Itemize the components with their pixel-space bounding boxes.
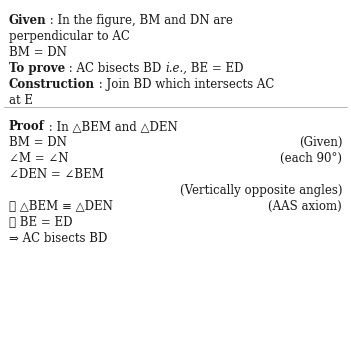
Text: : In △BEM and △DEN: : In △BEM and △DEN	[45, 120, 177, 133]
Text: (Vertically opposite angles): (Vertically opposite angles)	[180, 184, 342, 197]
Text: perpendicular to AC: perpendicular to AC	[9, 30, 130, 43]
Text: : In the figure, BM and DN are: : In the figure, BM and DN are	[46, 14, 233, 27]
Text: (each 90°): (each 90°)	[280, 152, 342, 165]
Text: ∴ BE = ED: ∴ BE = ED	[9, 216, 72, 229]
Text: ⇒ AC bisects BD: ⇒ AC bisects BD	[9, 232, 107, 245]
Text: (AAS axiom): (AAS axiom)	[269, 200, 342, 213]
Text: Proof: Proof	[9, 120, 45, 133]
Text: To prove: To prove	[9, 62, 65, 75]
Text: (Given): (Given)	[299, 136, 342, 149]
Text: i.e.,: i.e.,	[165, 62, 187, 75]
Text: BM = DN: BM = DN	[9, 46, 67, 59]
Text: Construction: Construction	[9, 78, 95, 91]
Text: : Join BD which intersects AC: : Join BD which intersects AC	[95, 78, 274, 91]
Text: BM = DN: BM = DN	[9, 136, 67, 149]
Text: BE = ED: BE = ED	[187, 62, 244, 75]
Text: ∠DEN = ∠BEM: ∠DEN = ∠BEM	[9, 168, 104, 181]
Text: at E: at E	[9, 94, 33, 107]
Text: Given: Given	[9, 14, 46, 27]
Text: : AC bisects BD: : AC bisects BD	[65, 62, 165, 75]
Text: ∴ △BEM ≡ △DEN: ∴ △BEM ≡ △DEN	[9, 200, 113, 213]
Text: ∠M = ∠N: ∠M = ∠N	[9, 152, 68, 165]
